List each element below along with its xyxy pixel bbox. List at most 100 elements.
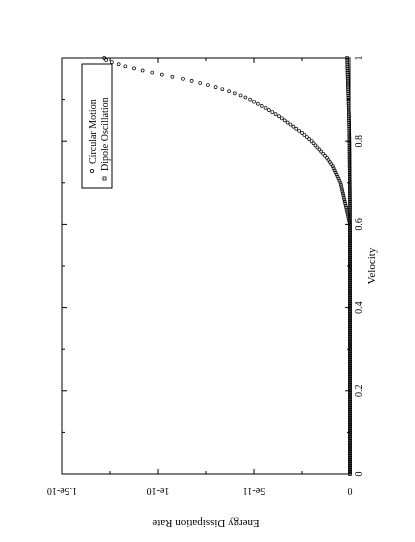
point-dipole-oscillation — [345, 77, 350, 81]
point-circular-motion — [277, 114, 281, 119]
point-circular-motion — [346, 214, 350, 218]
point-dipole-oscillation — [346, 99, 351, 104]
point-dipole-oscillation — [348, 307, 352, 312]
point-dipole-oscillation — [348, 366, 352, 370]
point-dipole-oscillation — [348, 189, 352, 193]
point-dipole-oscillation — [348, 351, 352, 356]
point-dipole-oscillation — [348, 237, 352, 241]
point-circular-motion — [288, 122, 293, 127]
point-dipole-oscillation — [345, 62, 350, 66]
point-circular-motion — [213, 85, 218, 89]
point-dipole-oscillation — [348, 357, 352, 362]
point-dipole-oscillation — [346, 87, 350, 91]
point-dipole-oscillation — [348, 418, 352, 422]
point-dipole-oscillation — [348, 436, 352, 441]
point-dipole-oscillation — [347, 149, 352, 154]
point-dipole-oscillation — [348, 320, 352, 324]
point-dipole-oscillation — [348, 266, 352, 270]
point-dipole-oscillation — [348, 183, 352, 187]
x-tick-label: 0.8 — [354, 135, 365, 148]
point-dipole-oscillation — [346, 83, 350, 87]
point-dipole-oscillation — [348, 403, 352, 408]
point-dipole-oscillation — [345, 68, 350, 73]
point-dipole-oscillation — [348, 255, 352, 260]
point-dipole-oscillation — [348, 447, 352, 451]
point-dipole-oscillation — [345, 74, 350, 79]
point-dipole-oscillation — [347, 112, 351, 116]
point-dipole-oscillation — [346, 89, 350, 94]
point-dipole-oscillation — [347, 118, 351, 123]
y-tick-label: 5e-11 — [243, 485, 265, 496]
point-circular-motion — [232, 91, 237, 96]
point-dipole-oscillation — [348, 297, 352, 302]
point-dipole-oscillation — [348, 337, 352, 341]
point-circular-motion — [300, 131, 304, 135]
point-dipole-oscillation — [348, 210, 352, 214]
point-dipole-oscillation — [348, 426, 352, 430]
point-dipole-oscillation — [348, 328, 352, 333]
point-circular-motion — [206, 83, 210, 87]
point-dipole-oscillation — [348, 285, 352, 289]
point-dipole-oscillation — [348, 384, 352, 389]
point-dipole-oscillation — [348, 185, 352, 189]
point-dipole-oscillation — [346, 79, 350, 83]
point-dipole-oscillation — [348, 347, 352, 351]
point-dipole-oscillation — [348, 391, 352, 395]
point-dipole-oscillation — [348, 438, 352, 443]
point-circular-motion — [344, 205, 349, 210]
point-dipole-oscillation — [347, 164, 352, 168]
point-dipole-oscillation — [348, 305, 352, 310]
x-tick-label: 0 — [354, 472, 365, 477]
point-dipole-oscillation — [348, 291, 352, 295]
point-circular-motion — [104, 58, 109, 62]
point-dipole-oscillation — [347, 139, 352, 143]
point-dipole-oscillation — [345, 66, 350, 71]
point-circular-motion — [337, 178, 342, 183]
point-dipole-oscillation — [345, 70, 350, 75]
point-dipole-oscillation — [348, 224, 352, 229]
point-dipole-oscillation — [348, 349, 352, 354]
point-circular-motion — [110, 60, 114, 65]
point-circular-motion — [340, 191, 345, 196]
point-dipole-oscillation — [348, 430, 352, 435]
point-dipole-oscillation — [348, 258, 352, 262]
point-dipole-oscillation — [347, 135, 352, 139]
point-circular-motion — [123, 64, 128, 69]
point-dipole-oscillation — [347, 154, 352, 158]
point-dipole-oscillation — [348, 368, 352, 372]
point-dipole-oscillation — [348, 222, 352, 227]
point-circular-motion — [102, 56, 107, 60]
point-dipole-oscillation — [348, 228, 352, 233]
axis-ticks: 0 0.2 0.4 0.6 0.8 1 0 5e-11 1e-10 1.5e-10 — [47, 56, 365, 497]
point-dipole-oscillation — [346, 93, 351, 98]
point-dipole-oscillation — [348, 289, 352, 293]
legend-label-dipole-oscillation: Dipole Oscillation — [100, 97, 111, 171]
point-dipole-oscillation — [347, 122, 351, 127]
point-dipole-oscillation — [347, 151, 352, 156]
point-dipole-oscillation — [348, 411, 352, 416]
point-dipole-oscillation — [348, 472, 352, 476]
point-dipole-oscillation — [348, 176, 352, 181]
point-dipole-oscillation — [348, 241, 352, 245]
point-circular-motion — [273, 112, 278, 117]
point-circular-motion — [339, 185, 344, 189]
point-dipole-oscillation — [348, 389, 352, 393]
point-dipole-oscillation — [347, 162, 352, 166]
point-dipole-oscillation — [346, 95, 351, 100]
point-dipole-oscillation — [348, 359, 352, 364]
legend-marker-circular-motion — [90, 168, 95, 173]
point-dipole-oscillation — [348, 249, 352, 254]
point-dipole-oscillation — [347, 131, 352, 135]
point-dipole-oscillation — [348, 343, 352, 347]
point-dipole-oscillation — [348, 378, 352, 383]
point-dipole-oscillation — [348, 310, 352, 314]
point-dipole-oscillation — [348, 414, 352, 418]
point-dipole-oscillation — [348, 395, 352, 399]
point-circular-motion — [132, 66, 136, 71]
point-dipole-oscillation — [348, 434, 352, 439]
point-dipole-oscillation — [348, 449, 352, 453]
point-dipole-oscillation — [347, 133, 352, 137]
point-dipole-oscillation — [348, 332, 352, 337]
point-dipole-oscillation — [348, 278, 352, 283]
point-dipole-oscillation — [348, 364, 352, 368]
